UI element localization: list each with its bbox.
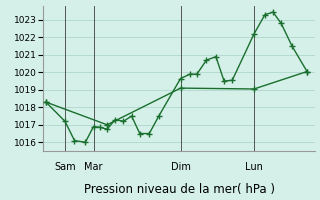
Text: Sam: Sam xyxy=(54,162,76,172)
Text: Lun: Lun xyxy=(245,162,263,172)
Text: Pression niveau de la mer( hPa ): Pression niveau de la mer( hPa ) xyxy=(84,183,275,196)
Text: Dim: Dim xyxy=(171,162,190,172)
Text: Mar: Mar xyxy=(84,162,103,172)
